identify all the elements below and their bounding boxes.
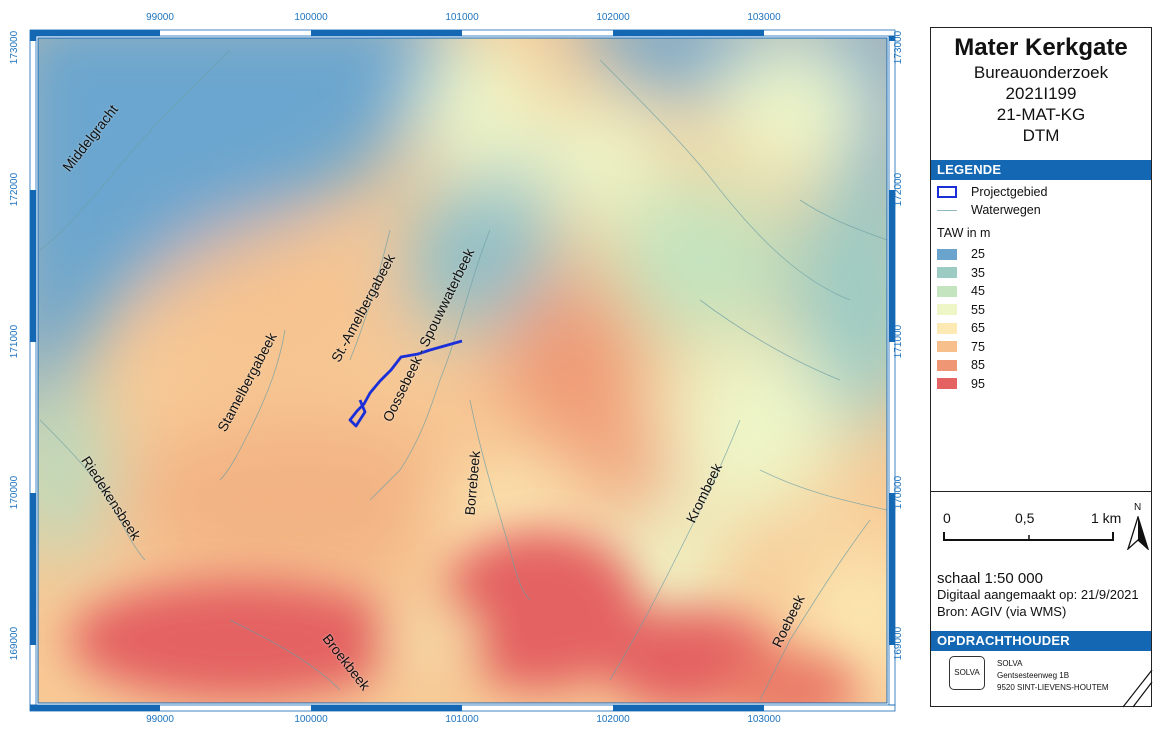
legend-panel: Mater Kerkgate Bureauonderzoek 2021I199 … [930,27,1153,708]
y-tick-right: 173000 [893,30,905,65]
legend-waterways-label: Waterwegen [971,203,1041,217]
elevation-class-label: 45 [971,284,985,298]
legend-project: Projectgebied [937,185,1047,199]
map-title: Mater Kerkgate [954,34,1128,61]
waterways-layer [39,49,887,701]
scale-bar [943,532,1114,541]
legend-waterways: Waterwegen [937,203,1041,217]
x-tick-bottom: 100000 [294,714,328,725]
elevation-swatch [937,341,957,352]
north-label: N [1134,502,1142,513]
elevation-class-row: 25 [937,247,985,261]
elevation-swatch [937,359,957,371]
elevation-class-row: 75 [937,340,985,354]
company-street: Gentsesteenweg 1B [997,671,1070,680]
scale-label-mid: 0,5 [1015,510,1035,526]
elevation-class-label: 65 [971,321,985,335]
corner-decoration [1122,669,1153,708]
elevation-class-label: 55 [971,302,985,317]
y-tick-left: 170000 [9,475,21,510]
elevation-class-label: 85 [971,358,985,372]
x-tick-bottom: 102000 [596,714,630,725]
map-border [37,37,888,704]
map-frame[interactable]: 99000 100000 101000 102000 103000 99000 … [0,0,920,729]
company-city: 9520 SINT-LIEVENS-HOUTEM [997,683,1109,692]
x-tick-top: 100000 [294,12,328,23]
x-tick-bottom: 103000 [747,714,781,725]
scale-text: schaal 1:50 000 [937,570,1043,587]
y-tick-right: 171000 [893,324,905,359]
x-tick-top: 101000 [445,12,479,23]
legend-taw-title: TAW in m [937,226,991,240]
scale-label-end: 1 km [1091,510,1122,526]
x-tick-bottom: 99000 [146,714,174,725]
coordinate-frame [29,29,896,712]
subtitle-1: Bureauonderzoek [973,63,1109,82]
solva-logo: SOLVA [949,656,985,690]
company-name: SOLVA [997,659,1023,668]
elevation-class-label: 35 [971,265,985,280]
north-arrow-icon [1127,516,1149,550]
legend-header: LEGENDE [931,160,1151,180]
elevation-swatch [937,248,957,260]
subtitle-3: 21-MAT-KG [996,105,1086,124]
elevation-raster [38,38,887,703]
client-header: OPDRACHTHOUDER [931,631,1151,651]
legend-project-label: Projectgebied [971,185,1048,199]
title-block: Mater Kerkgate Bureauonderzoek 2021I199 … [931,28,1151,158]
scale-section: 0 0,5 1 km N schaal 1:50 000 Digitaal aa… [931,491,1151,627]
y-tick-right: 169000 [893,626,905,661]
subtitle-4: DTM [1022,126,1060,145]
y-tick-right: 170000 [893,475,905,510]
elevation-class-row: 85 [937,358,985,372]
x-tick-top: 103000 [747,12,781,23]
scale-label-0: 0 [943,510,951,526]
x-tick-bottom: 101000 [445,714,479,725]
elevation-class-label: 75 [971,339,985,354]
elevation-class-row: 65 [937,321,985,335]
project-area[interactable] [348,339,463,428]
y-tick-left: 173000 [9,30,21,65]
elevation-class-row: 95 [937,377,985,391]
elevation-class-label: 25 [971,247,985,261]
y-tick-left: 169000 [9,626,21,661]
elevation-swatch [937,378,957,389]
elevation-swatch [937,267,957,278]
elevation-swatch [937,285,957,297]
elevation-swatch [937,322,957,334]
dtm-map[interactable] [0,0,920,729]
solva-logo-text: SOLVA [954,668,980,677]
y-tick-left: 172000 [9,172,21,207]
elevation-class-row: 55 [937,303,985,317]
elevation-class-row: 45 [937,284,985,298]
x-tick-top: 102000 [596,12,630,23]
elevation-swatch [937,304,957,315]
y-tick-right: 172000 [893,172,905,207]
created-date: Digitaal aangemaakt op: 21/9/2021 [937,587,1139,602]
project-swatch-icon [937,186,957,198]
subtitle-2: 2021I199 [1005,84,1077,103]
waterways-line-icon [937,209,957,211]
y-tick-left: 171000 [9,324,21,359]
x-tick-top: 99000 [146,12,174,23]
elevation-class-row: 35 [937,266,985,280]
elevation-class-label: 95 [971,376,985,391]
data-source: Bron: AGIV (via WMS) [937,604,1067,619]
